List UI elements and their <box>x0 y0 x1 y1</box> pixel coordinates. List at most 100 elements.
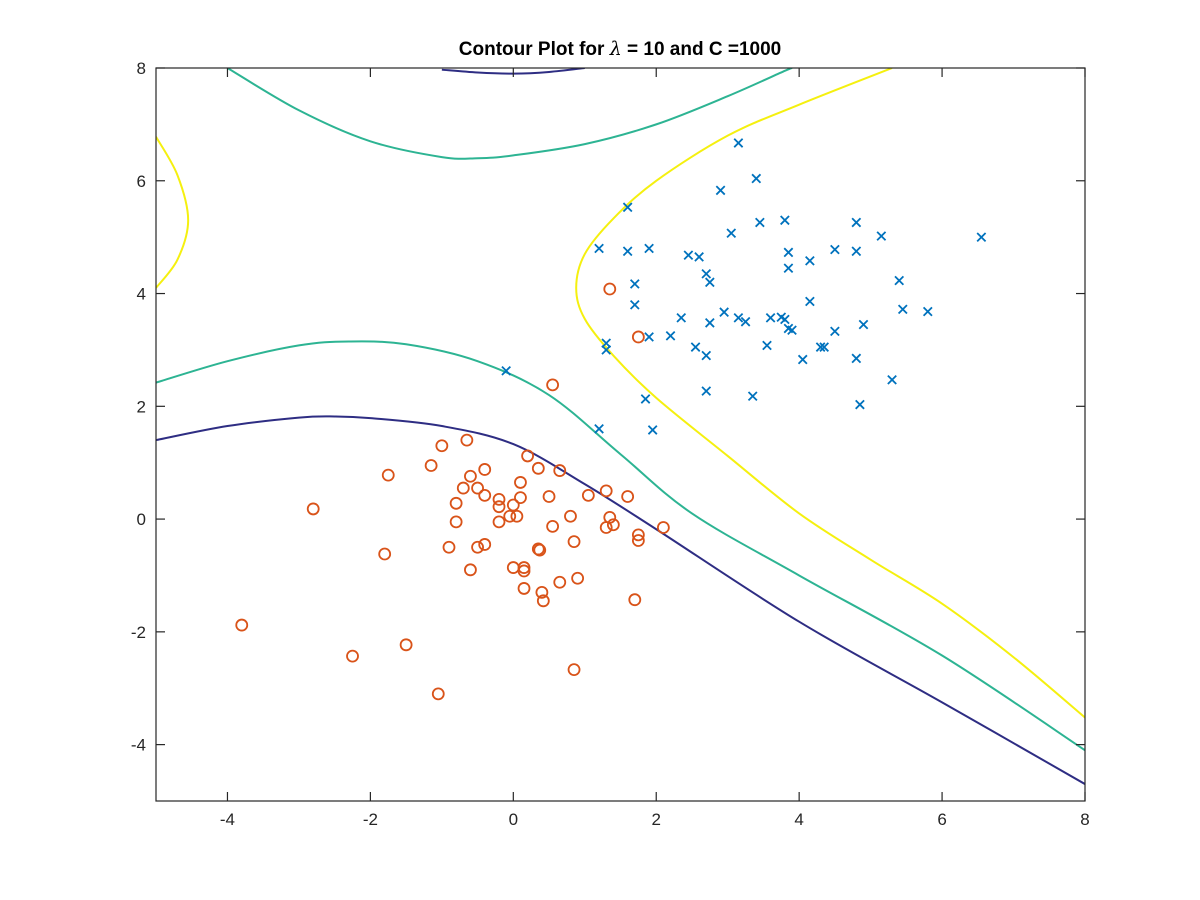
negative-point-o-14 <box>471 481 484 495</box>
negative-point-o-40 <box>471 540 484 554</box>
negative-point-o-24 <box>506 498 520 512</box>
positive-point-x-58 <box>647 425 658 435</box>
negative-point-o-9 <box>553 464 567 477</box>
negative-point-o-37 <box>631 534 645 547</box>
positive-point-x-26 <box>897 304 908 315</box>
positive-point-x-11 <box>622 246 633 257</box>
axis-ticks: -4 -2 0 2 4 6 8 -4 -2 0 2 4 6 8 <box>131 59 1090 829</box>
positive-point-x-43 <box>601 345 612 355</box>
plot-area <box>156 68 1085 801</box>
positive-point-x-25 <box>805 296 815 307</box>
x-tick-label: 2 <box>651 810 660 829</box>
positive-point-x-55 <box>640 394 651 404</box>
positive-point-x-50 <box>851 353 862 364</box>
positive-point-x-30 <box>733 312 744 323</box>
x-tick-label: -4 <box>220 810 235 829</box>
negative-point-o-50 <box>553 575 567 589</box>
positive-point-x-38 <box>787 325 797 336</box>
x-tick-label: 4 <box>794 810 803 829</box>
positive-point-x-18 <box>805 255 815 266</box>
negative-point-o-27 <box>510 509 524 523</box>
positive-point-x-14 <box>694 252 704 262</box>
positive-point-x-21 <box>704 277 715 288</box>
negative-point-o-20 <box>492 492 506 506</box>
data-markers <box>235 138 987 701</box>
negative-point-o-4 <box>435 439 449 453</box>
negative-point-o-5 <box>521 449 534 463</box>
negative-point-o-13 <box>456 481 470 495</box>
title-suffix: = 10 and C =1000 <box>622 39 782 60</box>
negative-point-o-43 <box>533 543 547 557</box>
negative-point-o-36 <box>631 528 645 542</box>
negative-point-o-22 <box>449 496 463 510</box>
negative-point-o-18 <box>599 484 613 498</box>
y-tick-label: 2 <box>137 397 146 416</box>
positive-point-x-6 <box>851 217 862 228</box>
contour-line-mid-1 <box>226 68 794 160</box>
positive-point-x-53 <box>701 386 712 396</box>
contour-line-high-1 <box>156 136 190 289</box>
negative-point-o-48 <box>464 563 477 577</box>
negative-point-o-32 <box>546 520 560 533</box>
y-tick-label: 4 <box>137 285 146 304</box>
positive-point-x-7 <box>876 231 887 241</box>
positive-point-x-47 <box>819 342 830 352</box>
positive-point-x-33 <box>765 312 776 323</box>
positive-point-x-3 <box>622 202 633 213</box>
negative-point-o-6 <box>424 459 438 472</box>
negative-point-o-55 <box>235 618 249 632</box>
contour-line-high-0 <box>575 68 1085 719</box>
positive-point-x-1 <box>751 173 762 184</box>
negative-point-o-26 <box>503 509 517 523</box>
positive-point-x-19 <box>783 263 794 274</box>
negative-point-o-47 <box>517 564 531 578</box>
y-tick-label: 0 <box>137 510 146 529</box>
y-tick-label: -4 <box>131 736 146 755</box>
positive-point-x-40 <box>644 332 654 342</box>
negative-point-o-58 <box>567 663 581 677</box>
y-tick-label: -2 <box>131 623 146 642</box>
positive-point-x-52 <box>887 374 897 385</box>
positive-point-x-49 <box>797 354 808 365</box>
negative-point-o-11 <box>464 469 477 483</box>
positive-point-x-35 <box>780 314 790 325</box>
negative-point-o-54 <box>628 593 642 607</box>
positive-point-x-9 <box>726 228 737 239</box>
negative-point-o-42 <box>531 542 545 556</box>
negative-point-o-25 <box>306 502 320 516</box>
positive-point-x-15 <box>783 247 794 258</box>
negative-point-o-29 <box>492 515 506 529</box>
positive-point-x-8 <box>976 232 987 242</box>
positive-point-x-23 <box>894 275 905 286</box>
positive-point-x-41 <box>665 330 676 341</box>
positive-point-x-57 <box>594 424 604 434</box>
negative-point-o-46 <box>517 561 531 574</box>
negative-point-o-7 <box>478 463 492 476</box>
chart-title: Contour Plot for λ = 10 and C =1000 <box>459 38 781 60</box>
negative-point-o-23 <box>492 500 506 514</box>
negative-point-o-35 <box>656 521 670 534</box>
negative-point-o-51 <box>517 582 531 595</box>
positive-point-x-17 <box>851 246 862 257</box>
negative-point-o-17 <box>581 488 595 502</box>
positive-point-x-28 <box>719 307 729 317</box>
negative-point-o-44 <box>378 547 392 561</box>
x-tick-label: 6 <box>937 810 946 829</box>
positive-point-x-36 <box>858 319 869 330</box>
negative-point-o-10 <box>381 468 395 482</box>
positive-point-x-12 <box>644 243 654 254</box>
y-tick-label: 8 <box>137 59 146 78</box>
title-prefix: Contour Plot for <box>459 39 610 60</box>
negative-point-o-28 <box>564 509 577 523</box>
y-tick-label: 6 <box>137 172 146 191</box>
negative-point-o-56 <box>399 638 413 652</box>
contour-line-mid-0 <box>156 340 1085 752</box>
negative-point-o-59 <box>431 687 445 701</box>
negative-point-o-53 <box>536 594 550 608</box>
negative-point-o-19 <box>621 490 635 503</box>
positive-point-x-48 <box>701 350 712 361</box>
negative-point-o-1 <box>631 330 645 344</box>
positive-point-x-39 <box>830 326 840 337</box>
negative-point-o-12 <box>514 476 527 489</box>
negative-point-o-15 <box>478 488 492 502</box>
